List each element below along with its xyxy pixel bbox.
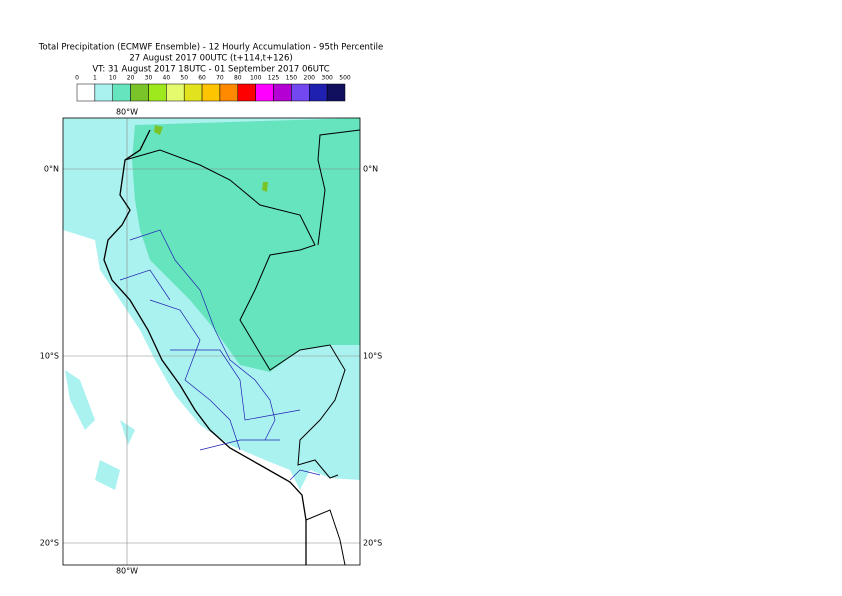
legend-label: 150 (286, 75, 298, 82)
legend-label: 20 (127, 75, 135, 82)
legend-label: 40 (163, 75, 171, 82)
lon-label: 80°W (116, 108, 138, 117)
lat-label: 20°S (363, 539, 382, 548)
legend-swatch (148, 83, 167, 102)
legend-label: 50 (180, 75, 188, 82)
legend-label: 125 (268, 75, 280, 82)
lat-label: 10°S (40, 352, 59, 361)
legend-swatch (94, 83, 113, 102)
run-time: 27 August 2017 00UTC (t+114,t+126) (129, 54, 292, 64)
legend-label: 200 (304, 75, 316, 82)
legend-swatch (201, 83, 221, 102)
legend: 0 1 10 20 30 40 50 60 70 80 100 125 150 200 300 500 (75, 75, 351, 102)
precip-moderate (132, 118, 360, 372)
legend-swatch (112, 83, 131, 102)
legend-label: 500 (339, 75, 351, 82)
legend-swatch (273, 83, 292, 102)
legend-label: 300 (321, 75, 333, 82)
legend-swatch (309, 83, 328, 102)
lat-label: 0°N (363, 165, 378, 174)
legend-label: 70 (216, 75, 224, 82)
map (63, 118, 360, 565)
valid-time: VT: 31 August 2017 18UTC - 01 September … (92, 65, 329, 75)
legend-swatch (237, 83, 256, 102)
lat-label: 20°S (40, 539, 59, 548)
legend-label: 10 (109, 75, 117, 82)
legend-label: 0 (75, 75, 79, 82)
legend-swatch (255, 83, 274, 102)
legend-swatch (166, 83, 185, 102)
graticule (63, 118, 360, 565)
lat-label: 0°N (44, 165, 59, 174)
legend-label: 30 (145, 75, 153, 82)
legend-label: 100 (250, 75, 262, 82)
lon-label: 80°W (116, 567, 138, 576)
legend-swatch (219, 83, 239, 102)
coastline (103, 129, 307, 565)
legend-swatch (183, 83, 203, 102)
lat-label: 10°S (363, 352, 382, 361)
legend-swatch (326, 83, 346, 102)
legend-label: 60 (198, 75, 206, 82)
legend-swatch (76, 83, 96, 102)
legend-label: 80 (234, 75, 242, 82)
legend-swatch (130, 83, 149, 102)
precip-light (65, 370, 135, 490)
regions (119, 229, 321, 481)
title: Total Precipitation (ECMWF Ensemble) - 1… (38, 43, 383, 53)
map-frame (62, 117, 361, 566)
border (124, 129, 360, 565)
legend-label: 1 (93, 75, 97, 82)
legend-swatch (291, 83, 310, 102)
